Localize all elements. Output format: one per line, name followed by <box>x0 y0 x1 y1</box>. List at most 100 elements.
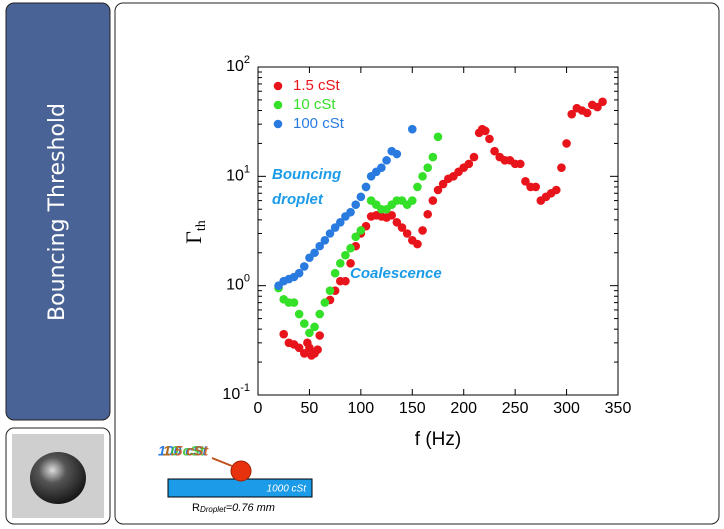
y-tick-exponent: 1 <box>244 163 250 175</box>
y-tick-exponent: 2 <box>244 54 250 66</box>
x-tick-label: 100 <box>348 400 375 417</box>
point <box>397 223 407 232</box>
point <box>335 217 345 227</box>
annotation: droplet <box>272 191 324 208</box>
droplet-label: 10 cSt <box>163 443 206 459</box>
y-axis-label-sub: th <box>194 220 209 231</box>
bath-label: 1000 cSt <box>267 484 308 495</box>
point <box>299 319 309 328</box>
point <box>567 109 577 119</box>
point <box>598 97 607 107</box>
y-tick-label: 100 <box>226 273 250 294</box>
point <box>481 126 490 136</box>
y-tick-label: 101 <box>226 163 250 184</box>
y-tick-base: 10 <box>226 168 244 185</box>
point <box>294 343 304 353</box>
point <box>335 259 345 268</box>
point <box>341 250 350 260</box>
point <box>299 262 309 271</box>
point <box>402 229 412 238</box>
y-tick-label: 10-1 <box>222 382 250 403</box>
point <box>315 309 325 319</box>
x-tick-label: 350 <box>605 400 632 417</box>
y-axis-label-main: Γ <box>181 231 206 244</box>
point <box>346 259 355 268</box>
point <box>485 134 494 144</box>
point <box>428 196 438 205</box>
point <box>438 179 448 189</box>
point <box>382 156 391 165</box>
point <box>310 248 319 258</box>
point <box>356 226 366 235</box>
legend-label: 1.5 cSt <box>293 77 341 94</box>
x-tick-label: 250 <box>502 400 529 417</box>
droplet-label: 1.5 cSt <box>163 443 209 459</box>
y-tick-base: 10 <box>226 58 244 75</box>
point <box>407 124 417 134</box>
point <box>279 329 289 339</box>
y-tick-label: 102 <box>226 54 250 75</box>
legend-marker <box>273 100 283 110</box>
y-tick-base: 10 <box>226 277 244 294</box>
droplet <box>230 460 252 482</box>
point <box>418 226 427 235</box>
legend-marker <box>273 119 283 129</box>
point <box>521 177 530 186</box>
plot-frame <box>257 66 619 396</box>
radius-value: =0.76 mm <box>226 502 275 514</box>
x-tick-label: 300 <box>553 400 580 417</box>
point <box>490 146 499 156</box>
point <box>582 108 592 118</box>
point <box>413 239 422 249</box>
point <box>294 268 304 278</box>
point <box>418 172 427 181</box>
point <box>515 159 525 169</box>
point <box>294 309 304 319</box>
x-tick-label: 150 <box>399 400 426 417</box>
point <box>346 243 355 253</box>
point <box>310 322 319 332</box>
y-axis-label: Γth <box>181 220 209 244</box>
point <box>305 328 314 338</box>
point <box>289 298 299 307</box>
droplet-photo <box>30 452 86 504</box>
title-panel <box>5 2 111 421</box>
point <box>562 139 571 148</box>
chart-panel <box>114 2 720 525</box>
point <box>551 185 561 195</box>
point <box>351 200 361 210</box>
point <box>341 276 350 286</box>
point <box>433 185 443 195</box>
point <box>413 182 422 192</box>
droplet-label: 100 cSt <box>158 443 208 459</box>
point <box>464 159 474 169</box>
point <box>325 229 335 238</box>
x-tick-label: 0 <box>254 400 263 417</box>
point <box>305 343 314 353</box>
point <box>330 268 340 278</box>
point <box>351 232 361 242</box>
legend-label: 100 cSt <box>293 115 345 132</box>
schematic: 1000 cSt 100 cSt 10 cSt 1.5 cSt RDroplet… <box>158 443 313 514</box>
point <box>330 223 340 232</box>
y-tick-exponent: 0 <box>244 273 250 285</box>
radius-label: RDroplet=0.76 mm <box>192 502 275 514</box>
arrow <box>211 457 233 467</box>
point <box>346 207 355 217</box>
point <box>423 163 433 172</box>
point <box>407 196 417 205</box>
annotation: Bouncing <box>272 166 341 183</box>
point <box>313 345 322 354</box>
point <box>557 163 566 172</box>
point <box>299 349 309 358</box>
y-tick-base: 10 <box>222 386 240 403</box>
point <box>392 217 402 227</box>
slide-title: Bouncing Threshold <box>45 103 70 321</box>
point <box>315 241 325 251</box>
point <box>361 182 371 192</box>
annotation: Coalescence <box>350 265 442 282</box>
x-tick-label: 50 <box>301 400 319 417</box>
point <box>469 152 479 162</box>
point <box>315 331 325 340</box>
